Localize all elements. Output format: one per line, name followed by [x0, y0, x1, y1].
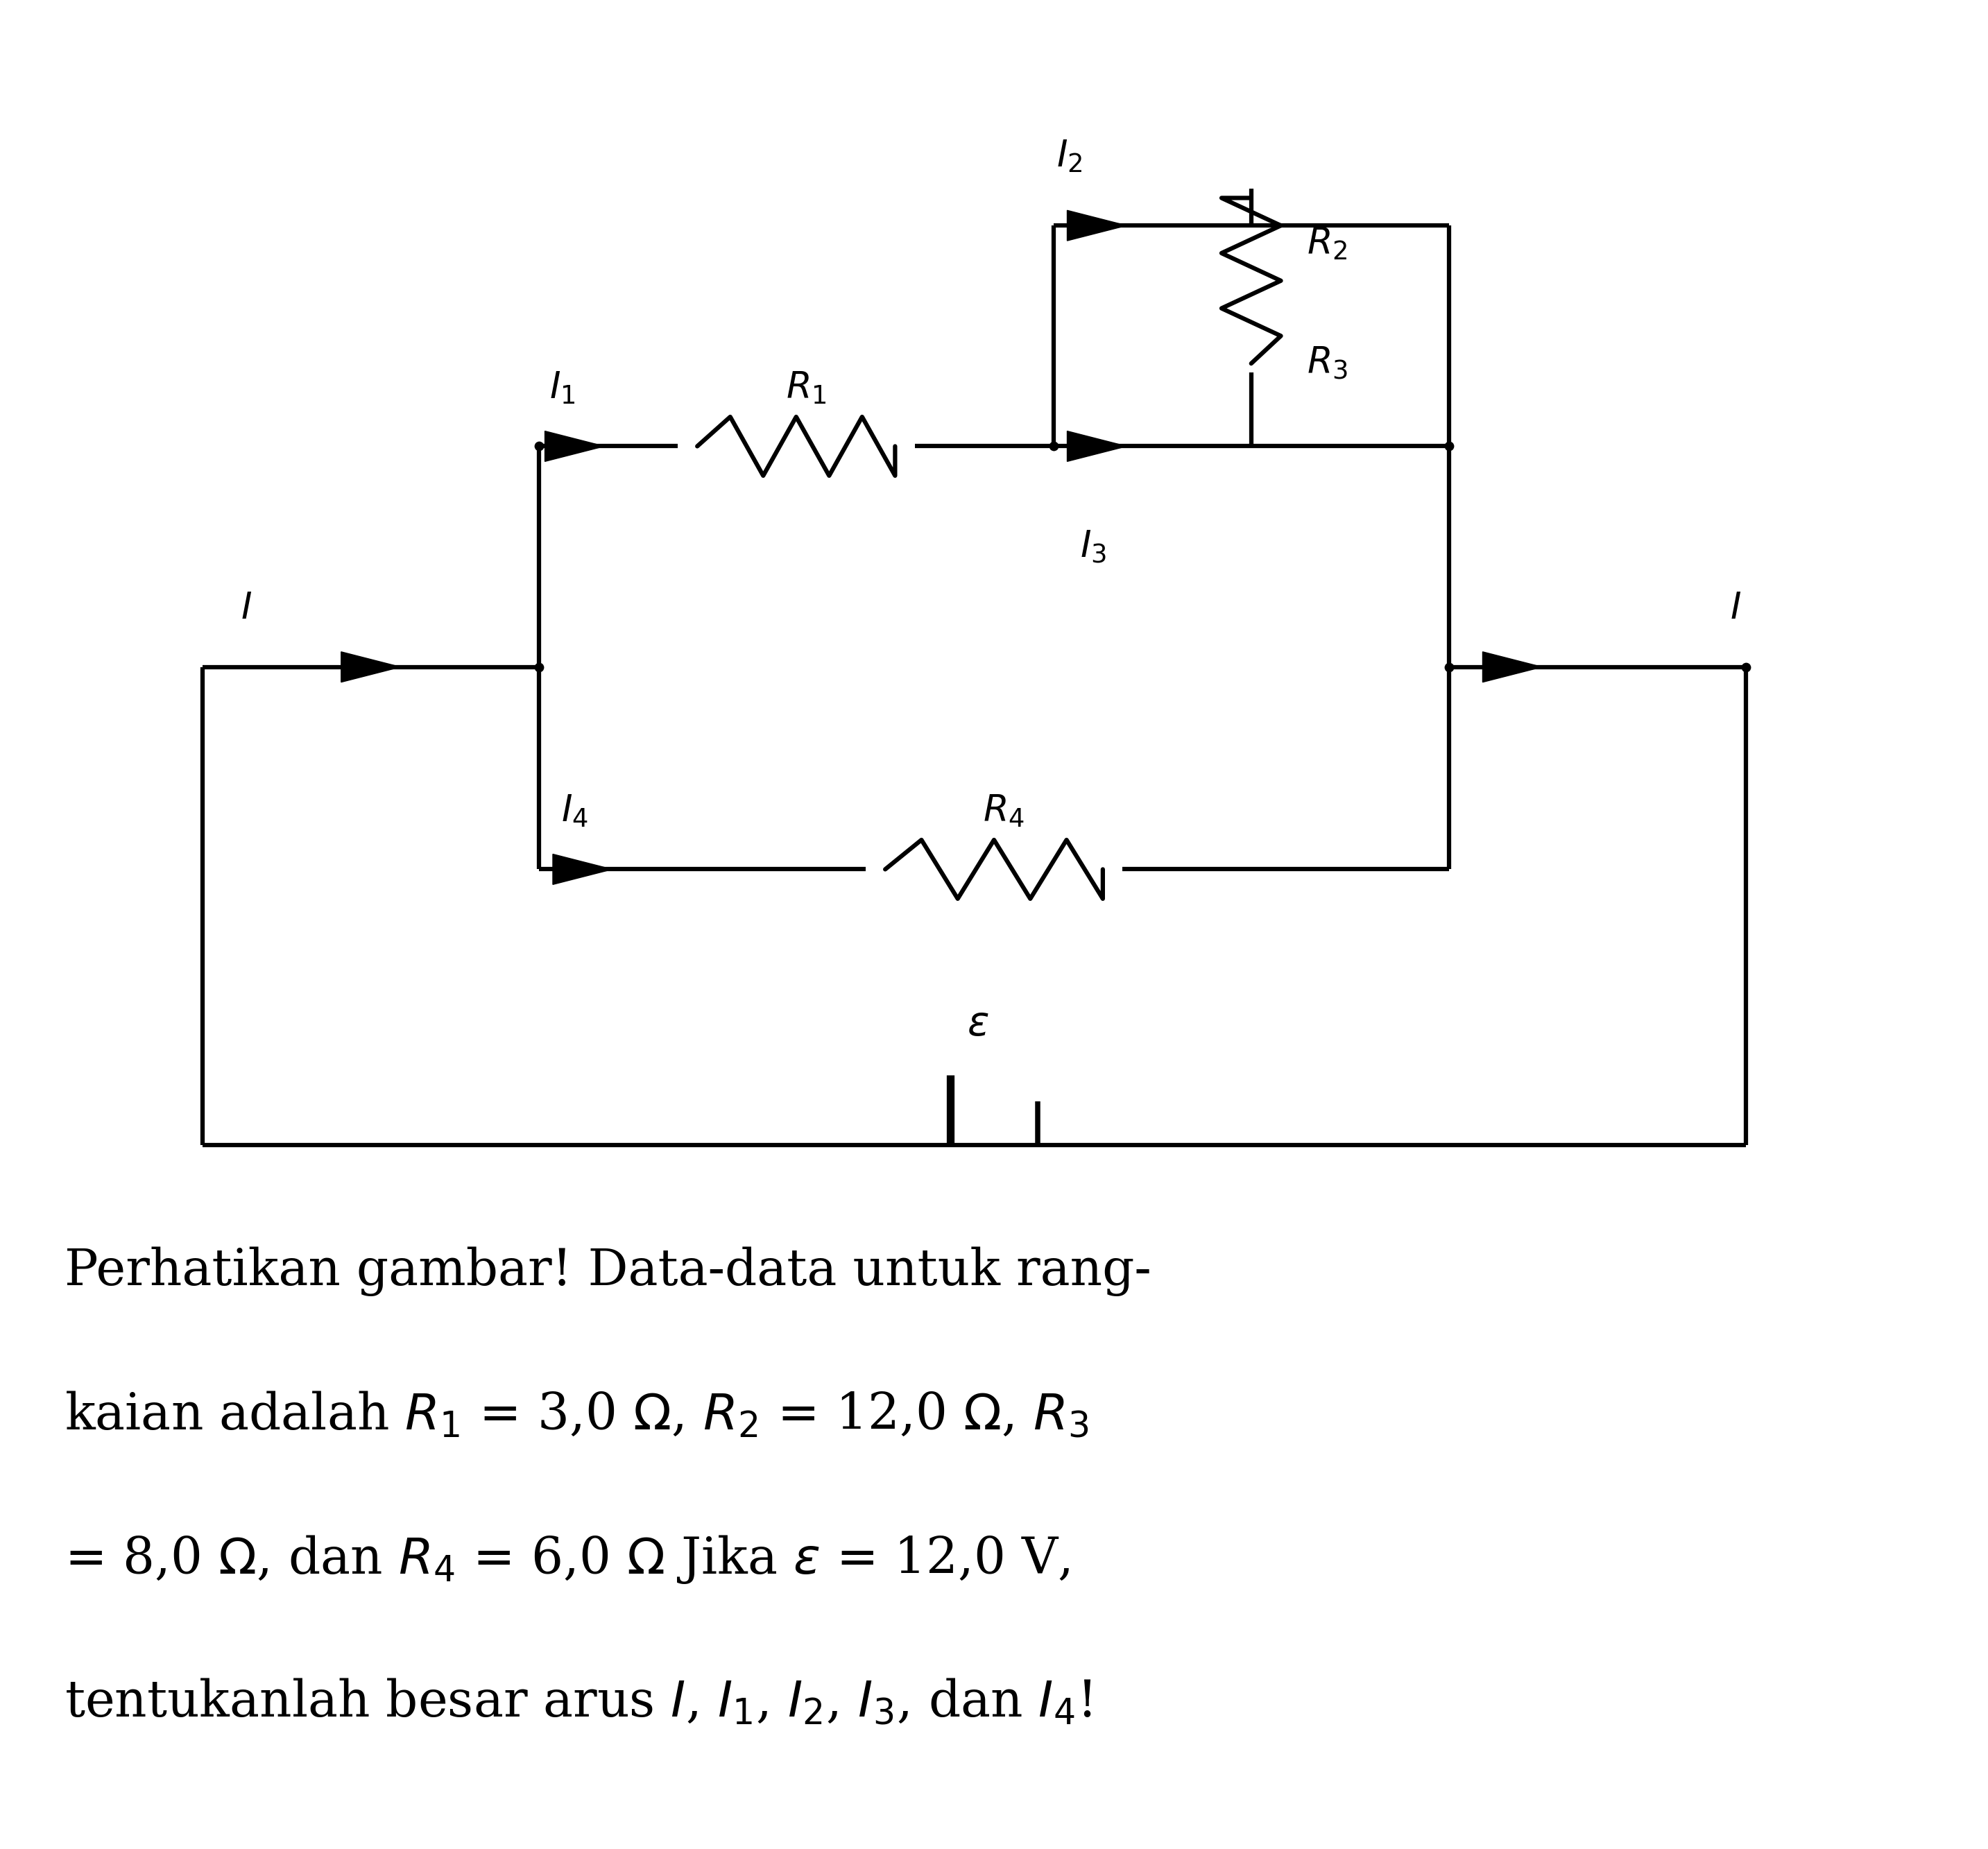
Text: = 8,0 $\Omega$, dan $R_4$ = 6,0 $\Omega$ Jika $\varepsilon$ = 12,0 V,: = 8,0 $\Omega$, dan $R_4$ = 6,0 $\Omega$…	[64, 1533, 1070, 1585]
Text: $I_2$: $I_2$	[1056, 139, 1081, 174]
Text: $\varepsilon$: $\varepsilon$	[968, 1004, 990, 1045]
Text: $R_1$: $R_1$	[785, 370, 827, 405]
Point	[1038, 431, 1070, 460]
Text: $R_4$: $R_4$	[984, 793, 1024, 828]
Text: $I$: $I$	[1730, 592, 1741, 627]
Text: $R_2$: $R_2$	[1306, 226, 1348, 263]
Point	[1433, 431, 1465, 460]
Polygon shape	[545, 431, 604, 462]
Text: $I_1$: $I_1$	[551, 370, 577, 405]
Text: $I$: $I$	[241, 592, 252, 627]
Text: $I_4$: $I_4$	[561, 793, 588, 828]
Text: $I_3$: $I_3$	[1079, 529, 1105, 566]
Point	[1433, 653, 1465, 682]
Text: kaian adalah $R_1$ = 3,0 $\Omega$, $R_2$ = 12,0 $\Omega$, $R_3$: kaian adalah $R_1$ = 3,0 $\Omega$, $R_2$…	[64, 1390, 1087, 1440]
Point	[523, 431, 555, 460]
Polygon shape	[553, 854, 612, 884]
Text: Perhatikan gambar! Data-data untuk rang-: Perhatikan gambar! Data-data untuk rang-	[64, 1246, 1151, 1296]
Text: $R_3$: $R_3$	[1306, 346, 1348, 381]
Polygon shape	[342, 653, 400, 682]
Polygon shape	[1068, 431, 1127, 462]
Point	[523, 653, 555, 682]
Polygon shape	[1068, 211, 1127, 240]
Text: tentukanlah besar arus $I$, $I_1$, $I_2$, $I_3$, dan $I_4$!: tentukanlah besar arus $I$, $I_1$, $I_2$…	[64, 1677, 1091, 1727]
Point	[1730, 653, 1761, 682]
Polygon shape	[1483, 653, 1543, 682]
